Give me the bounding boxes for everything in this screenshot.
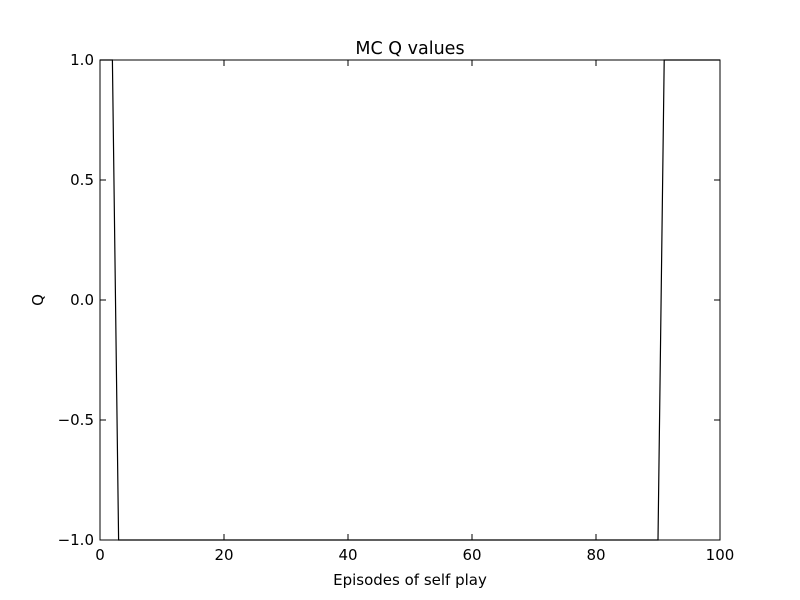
- x-tick-label: 40: [338, 546, 357, 564]
- y-tick-label: −1.0: [58, 531, 94, 549]
- x-axis: 0 20 40 60 80 100: [95, 60, 734, 564]
- x-tick-label: 0: [95, 546, 105, 564]
- y-axis: 1.0 0.5 0.0 −0.5 −1.0: [58, 51, 720, 549]
- y-tick-label: −0.5: [58, 411, 94, 429]
- y-axis-label: Q: [29, 294, 47, 306]
- x-tick-label: 20: [214, 546, 233, 564]
- x-tick-label: 60: [462, 546, 481, 564]
- chart-title: MC Q values: [355, 39, 464, 59]
- plot-frame: [99, 59, 721, 541]
- x-axis-label: Episodes of self play: [333, 571, 487, 589]
- y-tick-label: 0.0: [70, 291, 94, 309]
- y-tick-label: 1.0: [70, 51, 94, 69]
- x-tick-label: 100: [706, 546, 735, 564]
- y-tick-label: 0.5: [70, 171, 94, 189]
- plot-area: [100, 59, 720, 541]
- series-line-q: [100, 59, 720, 541]
- x-tick-label: 80: [586, 546, 605, 564]
